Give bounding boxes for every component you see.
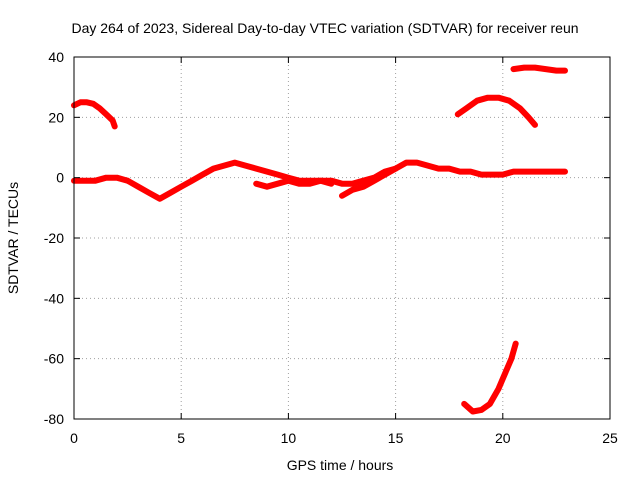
y-tick-label: -60 (44, 351, 64, 367)
x-tick-label: 20 (495, 430, 511, 446)
axis-ticks (73, 56, 611, 420)
x-tick-label: 10 (281, 430, 297, 446)
x-tick-label: 5 (177, 430, 185, 446)
y-tick-label: 0 (56, 170, 64, 186)
y-tick-label: -40 (44, 290, 64, 306)
series-arc-4 (339, 165, 399, 199)
series-group (71, 64, 568, 415)
series-arc-7 (461, 340, 519, 415)
chart-title: Day 264 of 2023, Sidereal Day-to-day VTE… (71, 20, 578, 36)
x-tick-label: 15 (388, 430, 404, 446)
y-axis-label: SDTVAR / TECUs (5, 182, 21, 294)
series-arc-3 (253, 177, 335, 190)
series-arc-1 (71, 99, 118, 130)
x-tick-label: 0 (70, 430, 78, 446)
y-tick-label: 40 (48, 49, 64, 65)
series-arc-5 (454, 94, 538, 128)
series-arc-6 (510, 64, 568, 74)
grid-lines (74, 57, 610, 419)
y-tick-labels: -80 -60 -40 -20 0 20 40 (44, 49, 64, 427)
x-tick-label: 25 (602, 430, 618, 446)
y-tick-label: -20 (44, 230, 64, 246)
y-tick-label: -80 (44, 411, 64, 427)
y-tick-label: 20 (48, 109, 64, 125)
x-axis-label: GPS time / hours (287, 457, 394, 473)
x-tick-labels: 0 5 10 15 20 25 (70, 430, 618, 446)
